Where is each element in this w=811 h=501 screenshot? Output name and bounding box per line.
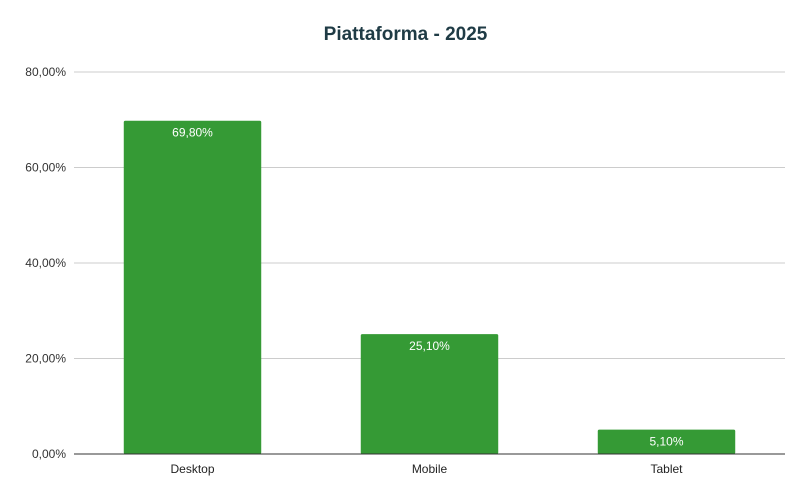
bars: 69,80% 25,10% 5,10% [123, 120, 736, 454]
y-tick-label: 60,00% [25, 161, 66, 175]
data-label: 5,10% [649, 435, 683, 449]
bar-mobile [360, 334, 499, 454]
x-tick-label: Mobile [412, 462, 448, 476]
y-tick-label: 40,00% [25, 256, 66, 270]
x-tick-label: Desktop [170, 462, 214, 476]
bar-tablet [597, 429, 736, 454]
x-axis-labels: Desktop Mobile Tablet [170, 462, 683, 476]
y-axis-labels: 0,00% 20,00% 40,00% 60,00% 80,00% [25, 65, 66, 461]
data-label: 69,80% [172, 126, 213, 140]
y-tick-label: 20,00% [25, 352, 66, 366]
data-label: 25,10% [409, 339, 450, 353]
chart-title: Piattaforma - 2025 [323, 24, 488, 45]
y-tick-label: 80,00% [25, 65, 66, 79]
x-tick-label: Tablet [650, 462, 683, 476]
bar-desktop [123, 120, 262, 454]
y-tick-label: 0,00% [32, 447, 66, 461]
